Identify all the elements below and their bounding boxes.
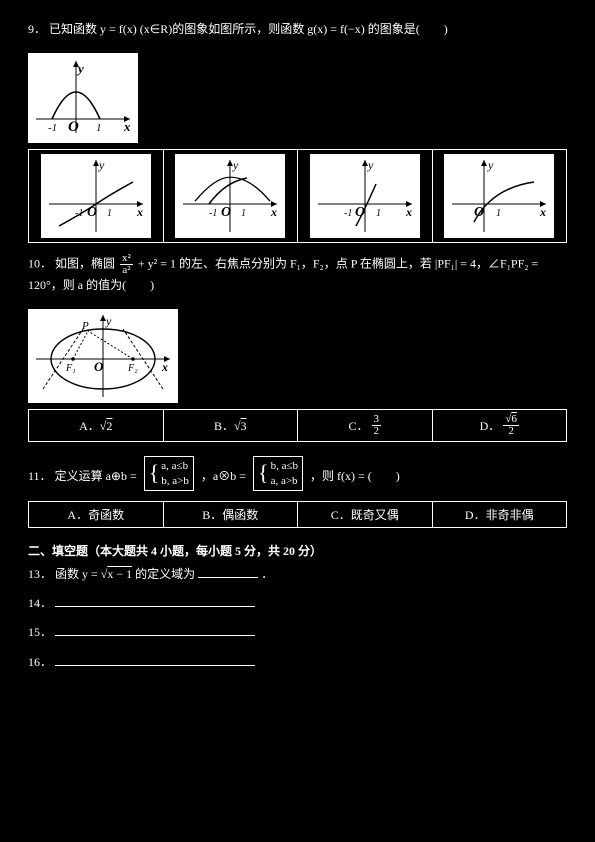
q13-radical: x − 1 <box>107 567 132 581</box>
q10-number: 10． <box>28 256 52 270</box>
svg-text:O: O <box>87 205 97 220</box>
q13-pre: 函数 y = <box>55 567 101 581</box>
q13-number: 13． <box>28 567 52 581</box>
question-10: 10． 如图，椭圆 x² a² + y² = 1 的左、右焦点分别为 F₁，F₂… <box>28 253 567 295</box>
question-15: 15． <box>28 623 567 642</box>
q10-frac-den: a² <box>120 265 132 276</box>
q11-number: 11． <box>28 469 52 483</box>
q16-blank <box>55 654 255 666</box>
q9-main-graph: y x O -1 1 <box>28 53 138 143</box>
svg-text:y: y <box>232 158 239 172</box>
svg-text:F₂: F₂ <box>127 363 138 374</box>
svg-text:y: y <box>76 61 84 76</box>
q13-post: 的定义域为 <box>135 567 195 581</box>
q11-options: A．奇函数 B．偶函数 C．既奇又偶 D．非奇非偶 <box>28 501 567 528</box>
q14-number: 14． <box>28 596 52 610</box>
svg-text:O: O <box>221 205 231 220</box>
q11-mid: a⊕b = <box>106 469 137 483</box>
q11-piecewise-a: { a, a≤b b, a>b <box>144 456 194 491</box>
q15-blank <box>55 624 255 636</box>
q10-formula-mid: + y² = 1 <box>138 256 179 270</box>
q11-text: 定义运算 <box>55 469 103 483</box>
svg-text:y: y <box>367 158 374 172</box>
q9-options: y x O -1 1 y x O -1 1 <box>28 149 567 243</box>
question-9: 9． 已知函数 y = f(x) (x∈R)的图象如图所示，则函数 g(x) =… <box>28 20 567 39</box>
q9-text: 已知函数 y = f(x) (x∈R)的图象如图所示，则函数 g(x) = f(… <box>49 22 448 36</box>
svg-text:y: y <box>98 158 105 172</box>
svg-text:x: x <box>270 205 277 219</box>
q15-number: 15． <box>28 625 52 639</box>
q14-blank <box>55 595 255 607</box>
svg-text:-1: -1 <box>344 208 352 219</box>
q10-options: A．√√22 B．√3 C．32 D．√62 <box>28 409 567 442</box>
svg-text:-1: -1 <box>209 208 217 219</box>
svg-text:1: 1 <box>376 208 381 219</box>
question-14: 14． <box>28 594 567 613</box>
q9-option-c: y x O -1 1 <box>298 150 433 242</box>
q10-option-d: D．√62 <box>433 410 567 441</box>
svg-text:1: 1 <box>107 208 112 219</box>
svg-text:y: y <box>105 314 112 328</box>
q10-fraction: x² a² <box>120 253 133 276</box>
svg-text:O: O <box>94 359 104 374</box>
svg-text:x: x <box>136 205 143 219</box>
q10-ellipse-graph: y x O F₁ F₂ P <box>28 309 178 403</box>
q11-mid2: ，a⊗b = <box>201 469 246 483</box>
q11-option-a: A．奇函数 <box>29 502 164 527</box>
question-11: 11． 定义运算 a⊕b = { a, a≤b b, a>b ，a⊗b = { … <box>28 456 567 491</box>
svg-text:F₁: F₁ <box>65 363 76 374</box>
q9-number: 9． <box>28 22 46 36</box>
question-13: 13． 函数 y = √x − 1 的定义域为 ． <box>28 565 567 584</box>
svg-text:1: 1 <box>96 122 102 134</box>
section2-title: 二、填空题（本大题共 4 小题，每小题 5 分，共 20 分） <box>28 542 567 559</box>
svg-text:-1: -1 <box>48 122 57 134</box>
q9-option-d: y x O 1 <box>433 150 567 242</box>
q11-option-d: D．非奇非偶 <box>433 502 567 527</box>
q10-option-c: C．32 <box>298 410 433 441</box>
svg-text:O: O <box>474 205 484 220</box>
q16-number: 16． <box>28 655 52 669</box>
svg-text:x: x <box>539 205 546 219</box>
q10-stem-pre: 如图，椭圆 <box>55 256 115 270</box>
svg-text:x: x <box>161 360 168 374</box>
q10-option-a: A．√√22 <box>29 410 164 441</box>
svg-text:O: O <box>355 205 365 220</box>
q11-option-b: B．偶函数 <box>164 502 299 527</box>
svg-text:x: x <box>123 119 131 134</box>
q11-tail: ，则 f(x) = ( ) <box>310 469 400 483</box>
svg-text:1: 1 <box>241 208 246 219</box>
q9-option-a: y x O -1 1 <box>29 150 164 242</box>
svg-text:x: x <box>405 205 412 219</box>
q11-piecewise-b: { b, a≤b a, a>b <box>253 456 303 491</box>
question-16: 16． <box>28 653 567 672</box>
svg-text:O: O <box>68 119 79 135</box>
q10-option-b: B．√3 <box>164 410 299 441</box>
q11-option-c: C．既奇又偶 <box>298 502 433 527</box>
q13-blank <box>198 566 258 578</box>
svg-text:y: y <box>487 158 494 172</box>
svg-text:-1: -1 <box>75 208 83 219</box>
q9-option-b: y x O -1 1 <box>164 150 299 242</box>
svg-text:P: P <box>81 320 89 332</box>
svg-text:1: 1 <box>496 208 501 219</box>
